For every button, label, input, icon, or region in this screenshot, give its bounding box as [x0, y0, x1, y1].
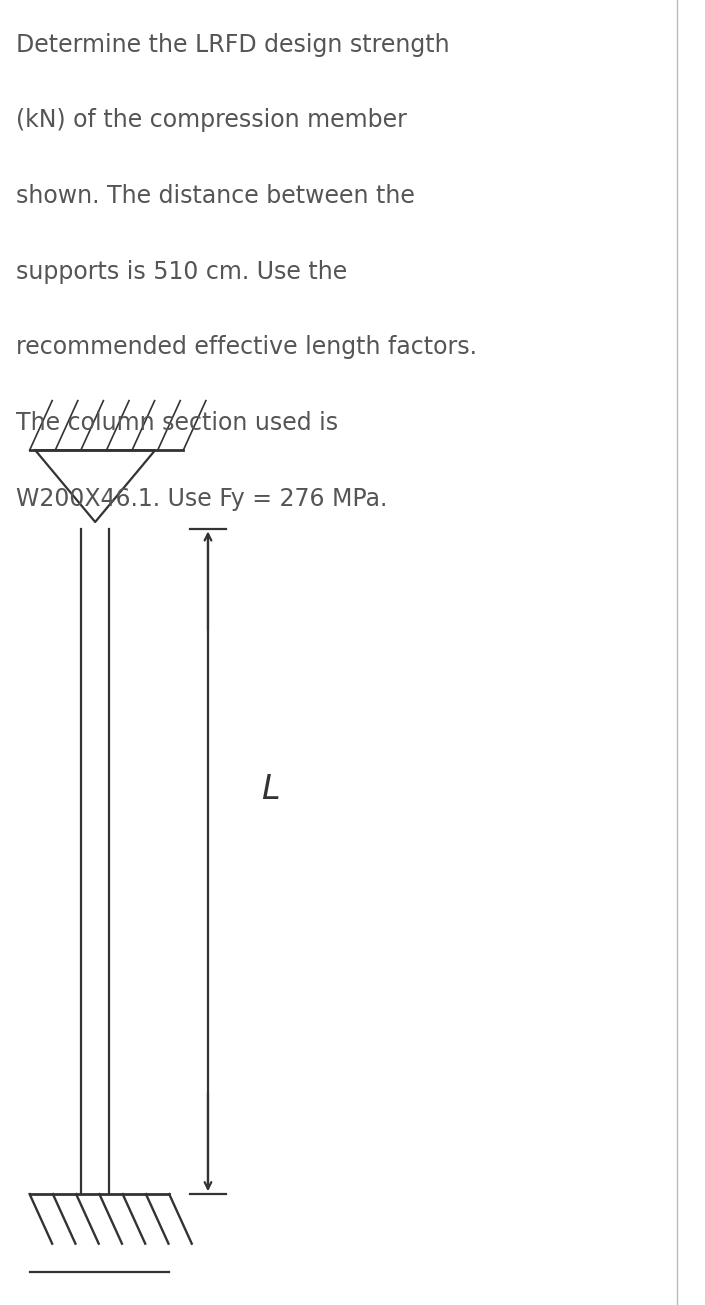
- Text: supports is 510 cm. Use the: supports is 510 cm. Use the: [16, 260, 347, 283]
- Text: The column section used is: The column section used is: [16, 411, 338, 435]
- Text: (kN) of the compression member: (kN) of the compression member: [16, 108, 406, 132]
- Text: Determine the LRFD design strength: Determine the LRFD design strength: [16, 33, 449, 56]
- Text: recommended effective length factors.: recommended effective length factors.: [16, 335, 477, 359]
- Text: $L$: $L$: [261, 773, 279, 806]
- Text: W200X46.1. Use Fy = 276 MPa.: W200X46.1. Use Fy = 276 MPa.: [16, 487, 387, 510]
- Text: shown. The distance between the: shown. The distance between the: [16, 184, 415, 207]
